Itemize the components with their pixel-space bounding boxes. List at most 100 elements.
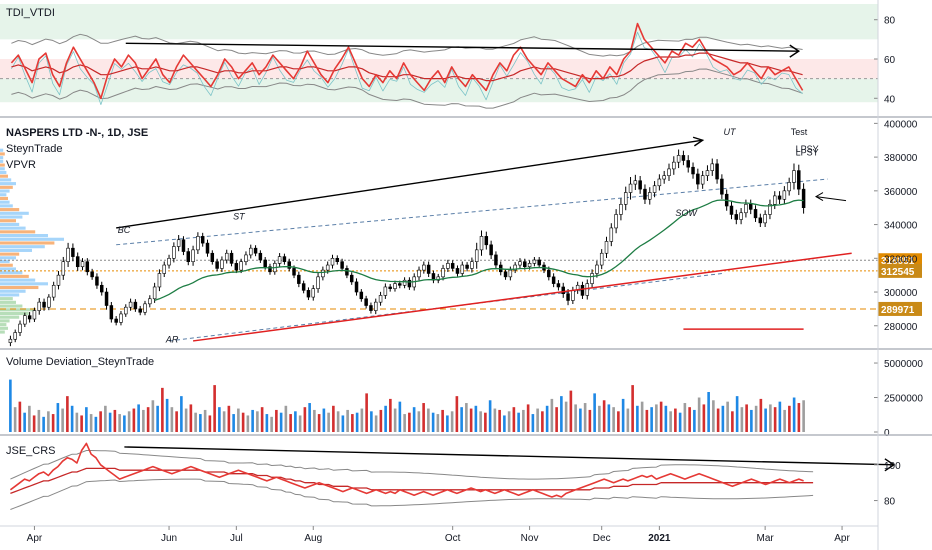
volume-bar	[726, 401, 729, 432]
candle-body	[561, 286, 565, 295]
price-subtitle-2: VPVR	[6, 159, 36, 171]
x-tick-label: Oct	[445, 533, 461, 544]
volume-bar	[431, 412, 435, 432]
candle-body	[325, 264, 330, 271]
tdi-tick-label: 40	[884, 94, 896, 105]
candle-body	[133, 301, 138, 310]
x-tick-label: Dec	[593, 533, 611, 544]
volume-title: Volume Deviation_SteynTrade	[6, 356, 154, 368]
candle-body	[441, 268, 445, 278]
volume-bar	[745, 404, 748, 432]
volume-bar	[446, 415, 449, 432]
x-tick-label: Mar	[757, 533, 775, 544]
tdi-y-axis[interactable]: 80 60 40	[874, 16, 896, 106]
volume-bar	[417, 411, 421, 432]
moving-averages	[154, 192, 852, 342]
volume-bar	[327, 412, 330, 432]
candle-body	[176, 239, 181, 247]
volume-bar	[175, 411, 178, 432]
candle-body	[114, 318, 118, 323]
price-y-axis[interactable]: 400000 380000 360000 340000 320000 300000 2800…	[874, 119, 918, 333]
volume-bar	[526, 404, 530, 432]
volume-bar	[51, 414, 55, 432]
vpvr-row	[0, 182, 16, 186]
volume-bar	[80, 415, 83, 432]
candle-body	[614, 214, 618, 229]
volume-bar	[669, 411, 672, 432]
tdi-zone-green	[0, 78, 878, 103]
vpvr-row	[0, 226, 26, 230]
volume-bar	[479, 411, 482, 432]
vpvr-row	[0, 208, 20, 212]
time-x-axis[interactable]: Apr Jun Jul Aug Oct Nov Dec 2021 Mar Apr	[0, 525, 878, 544]
candle-body	[364, 298, 368, 306]
volume-bar	[189, 404, 193, 432]
volume-bar	[422, 403, 425, 432]
candle-body	[109, 305, 114, 320]
candle-body	[23, 315, 27, 325]
volume-bar	[626, 408, 630, 432]
candle-body	[797, 170, 801, 190]
candle-body	[547, 269, 551, 278]
annotation-st: ST	[233, 212, 246, 222]
volume-bar	[360, 408, 364, 432]
price-title: NASPERS LTD -N-, 1D, JSE	[6, 127, 148, 139]
price-level-badge	[878, 263, 922, 278]
candle-body	[162, 264, 166, 274]
candle-body	[297, 274, 301, 284]
volume-bar	[541, 411, 544, 432]
vpvr-row	[0, 285, 39, 290]
volume-bar	[778, 401, 782, 432]
candle-body	[527, 263, 532, 268]
candle-body	[47, 296, 51, 308]
candle-body	[51, 284, 56, 298]
tdi-tick-label: 60	[884, 55, 896, 66]
volume-bar	[194, 412, 197, 432]
volume-bar	[455, 396, 459, 432]
candle-body	[196, 236, 200, 251]
volume-bar	[712, 400, 715, 432]
volume-bar	[355, 412, 359, 432]
candle-body	[648, 192, 652, 200]
volume-bar	[697, 397, 701, 432]
volume-bar	[674, 408, 677, 432]
candle-body	[215, 261, 219, 269]
candle-body	[777, 195, 782, 200]
candle-body	[95, 276, 99, 286]
volume-bar	[89, 414, 93, 432]
volume-bar	[265, 414, 269, 432]
candle-body	[316, 276, 320, 289]
candles	[8, 149, 806, 347]
price-subtitle-1: SteynTrade	[6, 143, 62, 155]
vpvr-row	[0, 282, 48, 286]
candle-body	[37, 301, 41, 311]
candle-body	[172, 246, 176, 259]
volume-bar	[389, 398, 392, 432]
vpvr-row	[0, 159, 4, 163]
tdi-price-line	[11, 31, 803, 105]
vpvr-row	[0, 323, 7, 327]
candle-body	[402, 279, 407, 286]
candle-body	[787, 182, 791, 192]
candle-body	[782, 190, 787, 200]
candle-body	[143, 303, 147, 313]
volume-y-axis[interactable]: 5000000 2500000 0	[874, 359, 923, 439]
volume-bar	[716, 408, 720, 432]
vpvr-row	[0, 241, 55, 245]
vpvr-row	[0, 230, 36, 234]
candle-body	[205, 242, 210, 254]
candle-body	[503, 271, 508, 278]
volume-bar	[165, 398, 169, 432]
vpvr-row	[0, 311, 29, 316]
crs-y-axis[interactable]: 100 80	[874, 461, 901, 508]
candle-body	[42, 301, 46, 308]
candle-body	[537, 259, 541, 266]
volume-bar	[61, 408, 64, 432]
tdi-trend-arrowhead	[789, 44, 801, 58]
crs-lower-band	[10, 478, 814, 510]
volume-bar	[484, 412, 487, 432]
candle-body	[422, 264, 426, 271]
volume-bar	[303, 407, 307, 432]
